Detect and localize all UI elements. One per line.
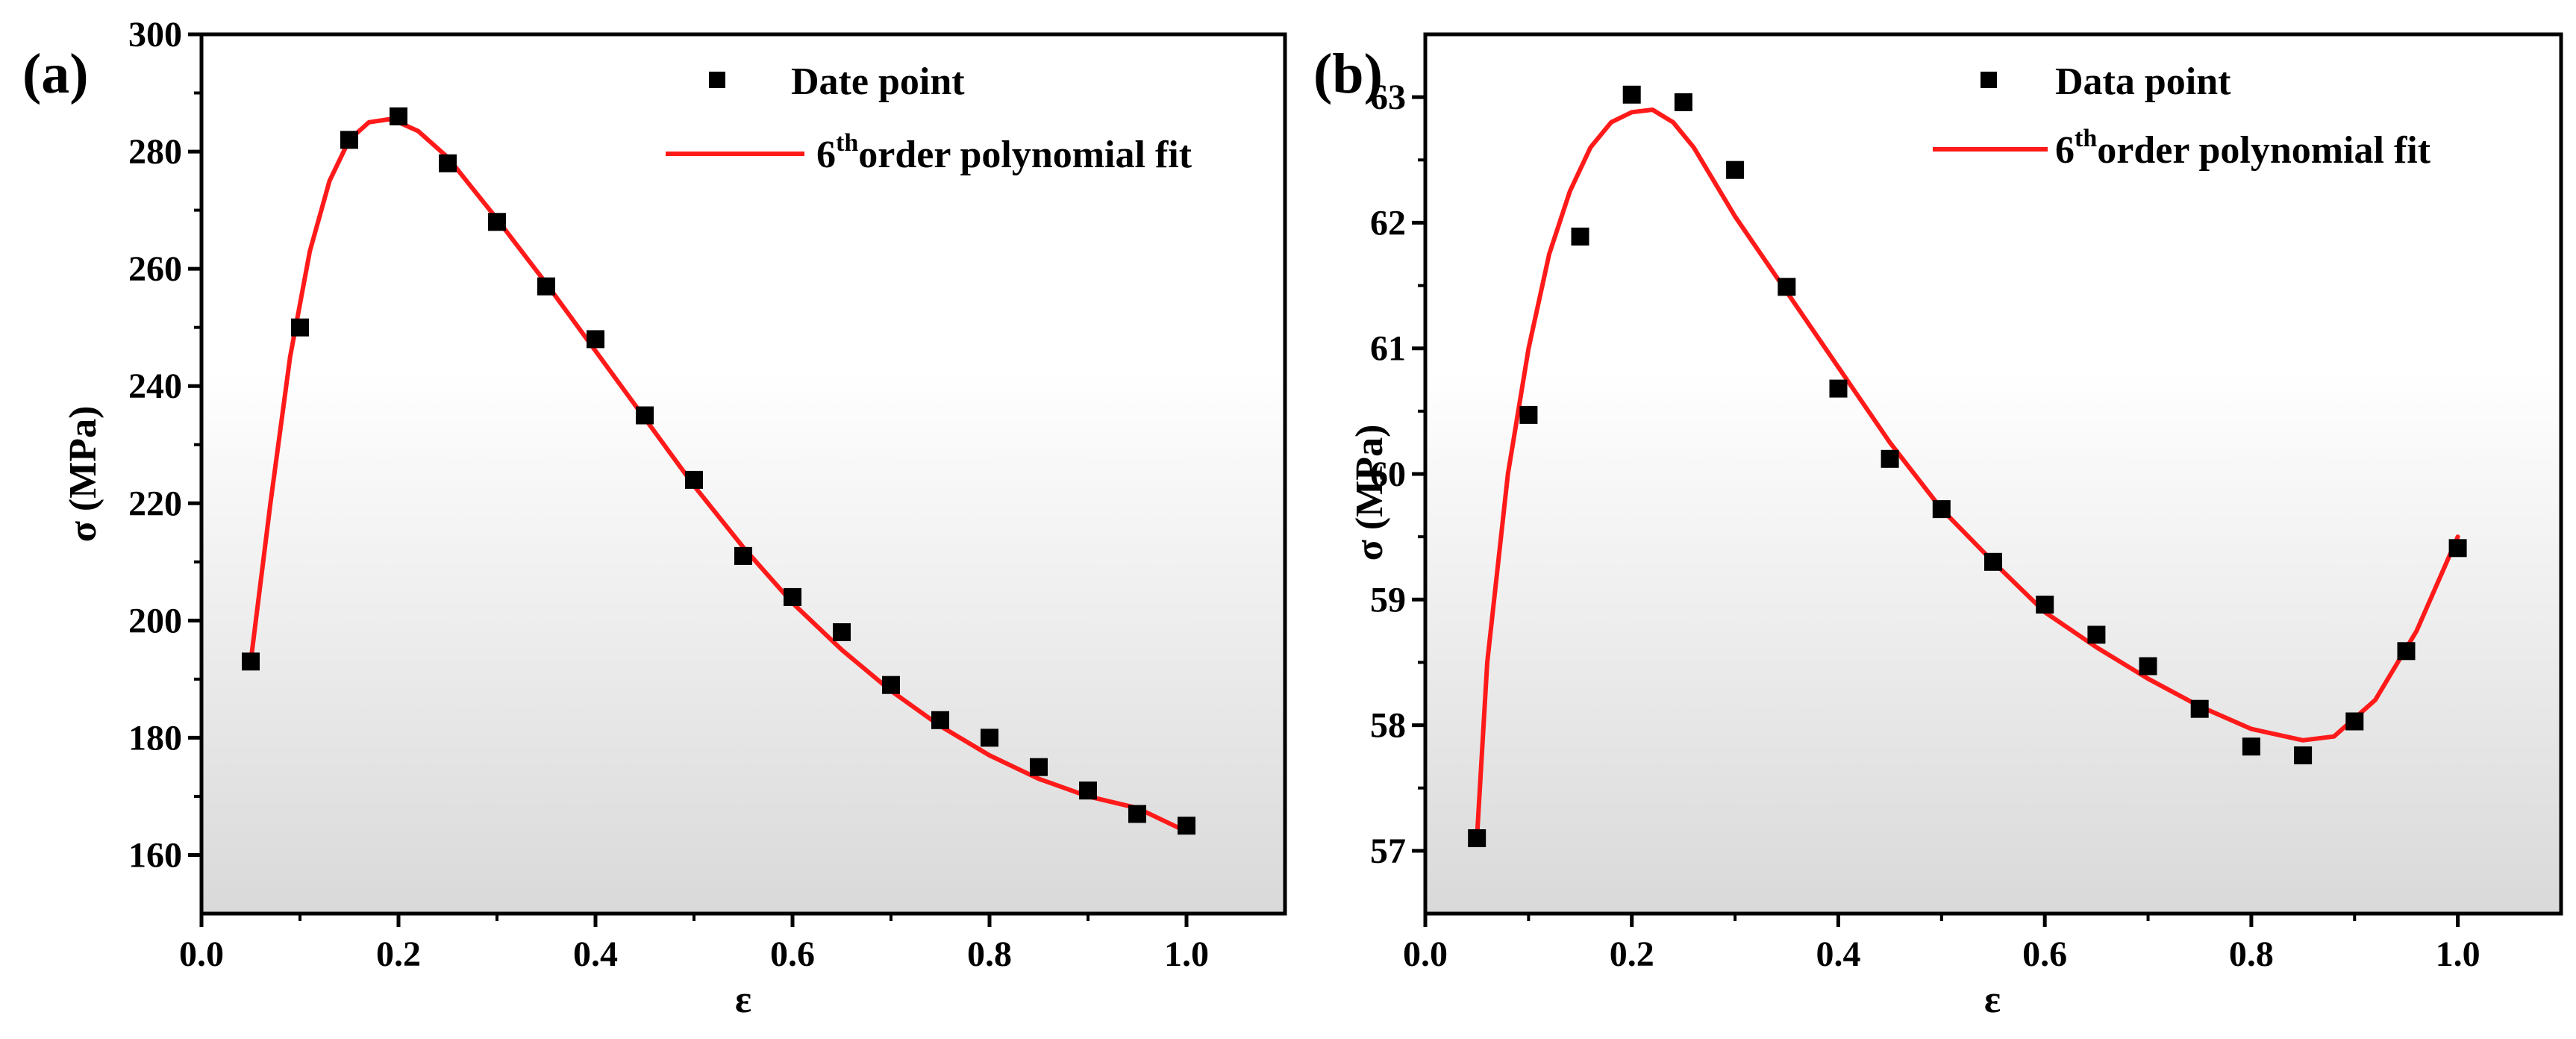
x-axis-title: ε: [735, 979, 751, 1021]
data-point: [882, 675, 900, 694]
x-tick-label: 0.2: [1610, 935, 1654, 974]
y-axis-title: σ (MPa): [1348, 425, 1391, 561]
data-point: [2087, 625, 2106, 644]
data-point: [1079, 781, 1097, 800]
legend: Data point 6thorder polynomial fit: [1933, 60, 2431, 172]
data-point: [2036, 596, 2054, 614]
data-point: [1829, 379, 1848, 398]
data-markers: [242, 107, 1195, 835]
x-tick-label: 0.4: [573, 935, 618, 974]
data-point: [340, 131, 358, 149]
fit-line: [1475, 107, 2460, 840]
y-tick-label: 300: [128, 15, 182, 54]
data-point: [2139, 657, 2157, 675]
data-point: [537, 277, 555, 296]
data-point: [1030, 758, 1048, 776]
y-tick-label: 180: [128, 718, 182, 758]
data-point: [981, 728, 998, 747]
y-axis-ticks: 57 58 59 60 61 62 63: [1370, 78, 1425, 871]
y-tick-label: 59: [1370, 580, 1406, 620]
y-tick-label: 62: [1370, 203, 1406, 243]
data-point: [1778, 278, 1796, 296]
data-point: [833, 623, 851, 641]
y-tick-label: 280: [128, 132, 182, 172]
y-axis-ticks: 160 180 200 220 240 260 280 300: [128, 15, 201, 875]
data-point: [685, 470, 703, 489]
data-point: [1726, 160, 1745, 179]
x-axis-ticks: 0.0 0.2 0.4 0.6 0.8 1.0: [179, 914, 1209, 974]
x-tick-label: 0.2: [376, 935, 421, 974]
fit-line-series: [248, 116, 1189, 834]
data-point: [1571, 227, 1589, 246]
plot-area: [199, 32, 1287, 916]
x-tick-label: 0.6: [770, 935, 815, 974]
y-tick-label: 60: [1370, 455, 1406, 494]
y-tick-label: 160: [128, 835, 182, 875]
fit-line-series: [1475, 107, 2460, 840]
data-point: [1622, 85, 1641, 104]
legend-marker-icon: [709, 72, 725, 88]
data-point: [587, 330, 604, 349]
legend-label-fit: 6thorder polynomial fit: [2055, 125, 2431, 172]
data-point: [931, 711, 949, 729]
y-tick-label: 200: [128, 601, 182, 640]
y-tick-label: 63: [1370, 78, 1406, 117]
y-tick-label: 61: [1370, 329, 1406, 369]
data-point: [1519, 405, 1538, 424]
x-axis-ticks: 0.0 0.2 0.4 0.6 0.8 1.0: [1403, 914, 2480, 974]
data-point: [1984, 552, 2002, 571]
data-point: [734, 546, 752, 565]
data-point: [488, 213, 506, 231]
data-point: [2397, 642, 2416, 661]
x-tick-label: 0.0: [179, 935, 224, 974]
data-point: [242, 652, 260, 671]
x-tick-label: 0.4: [1816, 935, 1860, 974]
data-point: [2345, 712, 2364, 731]
data-point: [291, 318, 309, 337]
data-point: [1932, 500, 1951, 519]
data-point: [2242, 737, 2260, 756]
legend-label-data: Data point: [2055, 60, 2231, 103]
data-point: [1128, 805, 1146, 823]
y-tick-label: 58: [1370, 706, 1406, 746]
legend-label-data: Date point: [791, 60, 965, 103]
y-tick-label: 220: [128, 484, 182, 523]
y-tick-label: 240: [128, 366, 182, 406]
x-tick-label: 0.0: [1403, 935, 1448, 974]
panel-label: (b): [1313, 43, 1383, 105]
x-tick-label: 1.0: [1164, 935, 1209, 974]
legend-label-fit: 6thorder polynomial fit: [816, 129, 1192, 176]
data-point: [636, 406, 654, 425]
data-point: [1881, 449, 1899, 468]
y-tick-label: 57: [1370, 831, 1406, 871]
data-point: [390, 107, 407, 125]
y-tick-label: 260: [128, 249, 182, 289]
data-point: [1468, 829, 1486, 847]
x-axis-title: ε: [1984, 979, 2001, 1021]
legend: Date point 6thorder polynomial fit: [666, 60, 1192, 176]
fit-line: [248, 116, 1189, 834]
chart-panel-a: 0.0 0.2 0.4 0.6 0.8 1.0 160 180 200 220 240 260 280…: [22, 15, 1287, 1021]
data-markers: [1468, 85, 2467, 847]
data-point: [1178, 817, 1195, 835]
data-point: [2190, 699, 2209, 718]
panel-label: (a): [22, 43, 89, 105]
x-tick-label: 0.8: [2229, 935, 2274, 974]
plot-area: [1423, 32, 2563, 916]
data-point: [1674, 93, 1692, 111]
x-tick-label: 0.6: [2022, 935, 2067, 974]
legend-marker-icon: [1981, 72, 1997, 88]
x-tick-label: 1.0: [2436, 935, 2480, 974]
data-point: [2294, 746, 2313, 764]
data-point: [439, 154, 457, 172]
x-tick-label: 0.8: [967, 935, 1012, 974]
y-axis-title: σ (MPa): [62, 406, 104, 543]
data-point: [2448, 539, 2467, 558]
data-point: [784, 587, 801, 606]
